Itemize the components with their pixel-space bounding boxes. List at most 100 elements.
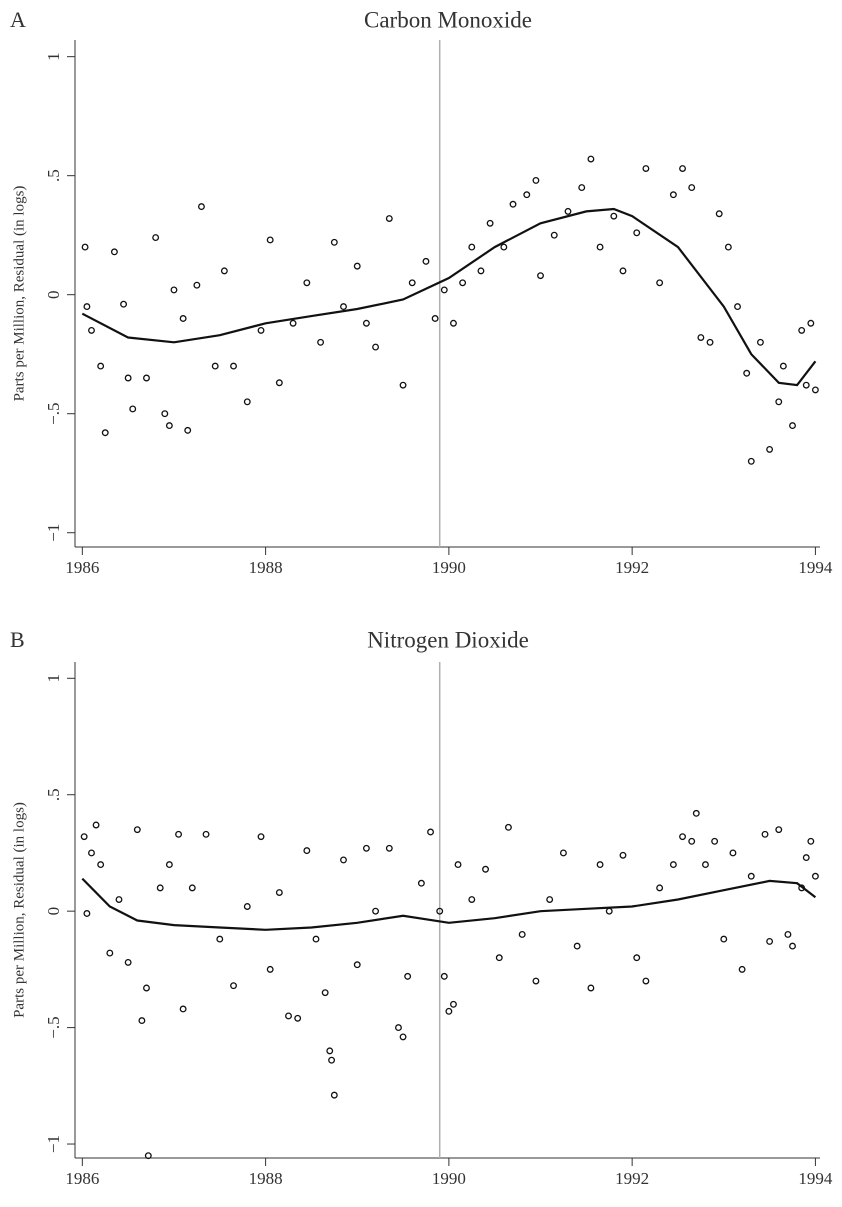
x-tick-label: 1986 bbox=[65, 558, 99, 577]
point bbox=[692, 809, 700, 817]
point bbox=[170, 286, 178, 294]
point bbox=[303, 847, 311, 855]
y-tick-label: 1 bbox=[44, 52, 63, 61]
point bbox=[697, 334, 705, 341]
point bbox=[656, 884, 664, 892]
point bbox=[124, 958, 132, 966]
y-tick-label: .5 bbox=[44, 169, 63, 182]
point bbox=[798, 326, 806, 334]
point bbox=[110, 248, 118, 256]
point bbox=[328, 1056, 336, 1064]
point bbox=[802, 381, 810, 389]
point bbox=[80, 833, 88, 841]
point bbox=[266, 965, 274, 973]
point bbox=[143, 984, 150, 992]
point bbox=[504, 823, 512, 831]
point bbox=[385, 844, 393, 852]
point bbox=[399, 1033, 407, 1041]
point bbox=[83, 910, 91, 917]
point bbox=[450, 319, 457, 327]
point bbox=[633, 954, 641, 962]
point bbox=[656, 279, 664, 287]
point bbox=[486, 219, 494, 227]
point bbox=[766, 937, 774, 945]
point bbox=[633, 229, 641, 237]
point bbox=[220, 267, 228, 275]
y-tick-label: −.5 bbox=[44, 403, 63, 425]
x-tick-label: 1994 bbox=[798, 1169, 833, 1188]
point bbox=[715, 210, 723, 218]
point bbox=[720, 935, 728, 943]
point bbox=[679, 833, 686, 841]
point bbox=[436, 907, 444, 915]
point bbox=[179, 315, 187, 322]
point bbox=[330, 238, 338, 246]
point bbox=[152, 234, 160, 242]
point bbox=[518, 931, 526, 938]
point bbox=[596, 861, 604, 869]
point bbox=[734, 303, 741, 311]
point bbox=[807, 319, 815, 327]
point bbox=[564, 207, 572, 215]
point bbox=[362, 844, 370, 852]
x-tick-label: 1990 bbox=[432, 1169, 466, 1188]
point bbox=[811, 386, 819, 394]
point bbox=[688, 184, 696, 192]
point bbox=[243, 398, 251, 406]
point bbox=[738, 965, 746, 973]
point bbox=[161, 410, 169, 418]
point bbox=[789, 942, 796, 950]
point bbox=[144, 1152, 152, 1160]
x-tick-label: 1992 bbox=[615, 1169, 649, 1188]
point bbox=[83, 303, 91, 311]
panel-label: B bbox=[10, 627, 25, 652]
point bbox=[789, 422, 796, 430]
point bbox=[495, 954, 503, 962]
x-tick-label: 1986 bbox=[65, 1169, 99, 1188]
point bbox=[532, 977, 540, 985]
chart-title: Nitrogen Dioxide bbox=[367, 627, 529, 652]
point bbox=[724, 243, 732, 251]
fit-line bbox=[81, 207, 817, 387]
point bbox=[275, 379, 283, 387]
point bbox=[729, 849, 737, 857]
point bbox=[573, 942, 581, 950]
point bbox=[294, 1014, 302, 1022]
point bbox=[106, 949, 114, 957]
point bbox=[211, 362, 219, 370]
point bbox=[353, 262, 361, 270]
y-axis-label: Parts per Million, Residual (in logs) bbox=[11, 186, 27, 402]
point bbox=[427, 828, 434, 836]
point bbox=[702, 861, 709, 869]
point bbox=[559, 849, 567, 857]
point bbox=[156, 884, 164, 892]
point bbox=[587, 155, 595, 163]
point bbox=[92, 821, 100, 829]
x-tick-label: 1988 bbox=[249, 1169, 283, 1188]
point bbox=[450, 1000, 457, 1008]
point bbox=[761, 830, 769, 838]
point bbox=[326, 1047, 334, 1055]
point bbox=[101, 429, 109, 437]
point bbox=[422, 257, 430, 265]
y-tick-label: 1 bbox=[44, 674, 63, 683]
fit-line bbox=[81, 877, 817, 931]
point bbox=[179, 1005, 187, 1013]
point bbox=[756, 338, 764, 346]
point bbox=[775, 398, 783, 406]
point bbox=[243, 903, 251, 910]
point bbox=[404, 972, 412, 980]
point bbox=[317, 338, 325, 346]
point bbox=[184, 426, 192, 434]
point bbox=[372, 907, 380, 915]
point bbox=[747, 457, 755, 465]
point bbox=[133, 826, 141, 834]
point bbox=[124, 374, 132, 382]
point bbox=[532, 176, 540, 184]
y-tick-label: −1 bbox=[44, 524, 63, 542]
point bbox=[610, 212, 618, 220]
point bbox=[688, 837, 696, 845]
chart-title: Carbon Monoxide bbox=[364, 7, 532, 32]
point bbox=[120, 300, 128, 308]
y-tick-label: −1 bbox=[44, 1135, 63, 1153]
